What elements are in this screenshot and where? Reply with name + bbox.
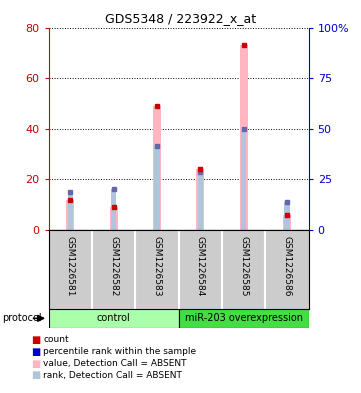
Text: count: count bbox=[43, 336, 69, 344]
Text: GSM1226586: GSM1226586 bbox=[283, 236, 291, 297]
Bar bbox=[153, 106, 161, 230]
Bar bbox=[196, 169, 204, 230]
Text: ■: ■ bbox=[31, 335, 40, 345]
Text: GSM1226584: GSM1226584 bbox=[196, 236, 205, 297]
Text: ■: ■ bbox=[31, 347, 40, 357]
Text: miR-203 overexpression: miR-203 overexpression bbox=[185, 313, 303, 323]
Bar bbox=[283, 215, 291, 230]
Bar bbox=[284, 202, 290, 230]
Text: GSM1226585: GSM1226585 bbox=[239, 236, 248, 297]
Bar bbox=[111, 189, 116, 230]
Bar bbox=[241, 129, 246, 230]
Text: GDS5348 / 223922_x_at: GDS5348 / 223922_x_at bbox=[105, 12, 256, 25]
Text: GSM1226583: GSM1226583 bbox=[153, 236, 161, 297]
Text: percentile rank within the sample: percentile rank within the sample bbox=[43, 347, 196, 356]
Bar bbox=[68, 192, 73, 230]
Bar bbox=[110, 207, 118, 230]
Text: GSM1226581: GSM1226581 bbox=[66, 236, 75, 297]
Text: GSM1226582: GSM1226582 bbox=[109, 236, 118, 297]
Text: control: control bbox=[97, 313, 131, 323]
Bar bbox=[155, 147, 160, 230]
Bar bbox=[179, 309, 309, 328]
Text: ■: ■ bbox=[31, 358, 40, 369]
Text: protocol: protocol bbox=[2, 313, 42, 323]
Bar bbox=[198, 172, 203, 230]
Bar bbox=[49, 309, 179, 328]
Bar bbox=[240, 45, 248, 230]
Text: ■: ■ bbox=[31, 370, 40, 380]
Text: rank, Detection Call = ABSENT: rank, Detection Call = ABSENT bbox=[43, 371, 182, 380]
Bar bbox=[66, 200, 74, 230]
Text: value, Detection Call = ABSENT: value, Detection Call = ABSENT bbox=[43, 359, 187, 368]
